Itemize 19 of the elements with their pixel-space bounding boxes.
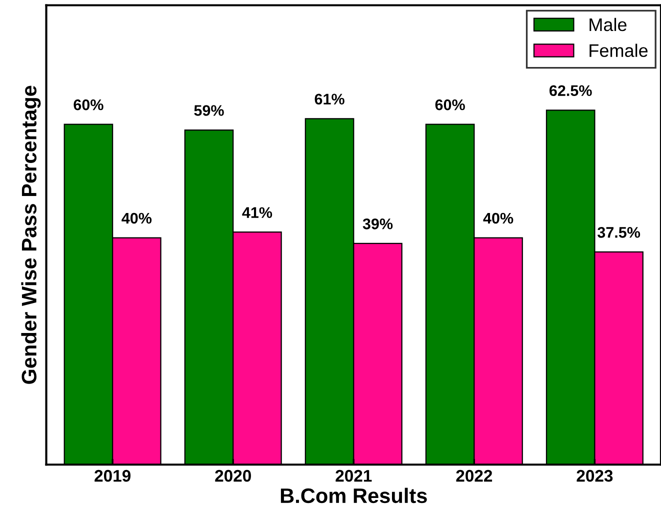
data-label: 59% xyxy=(194,105,224,116)
data-label: 61% xyxy=(314,94,344,105)
data-label: 40% xyxy=(483,212,514,224)
data-label: 37.5% xyxy=(598,227,640,238)
x-axis-title: B.Com Results xyxy=(280,488,427,504)
data-label: 60% xyxy=(435,99,465,110)
x-tick-label: 2020 xyxy=(215,470,251,482)
data-label: 60% xyxy=(74,99,104,110)
legend-label: Male xyxy=(590,18,626,32)
x-tick-label: 2019 xyxy=(94,470,130,482)
data-label: 39% xyxy=(362,218,393,230)
legend-label: Female xyxy=(590,44,648,58)
data-label: 41% xyxy=(242,207,272,218)
x-tick-label: 2023 xyxy=(576,470,613,482)
data-label: 62.5% xyxy=(550,85,592,96)
y-axis-title: Gender Wise Pass Percentage xyxy=(21,86,41,384)
x-tick-label: 2021 xyxy=(336,470,372,482)
data-label: 40% xyxy=(122,212,152,224)
x-tick-label: 2022 xyxy=(456,470,492,482)
